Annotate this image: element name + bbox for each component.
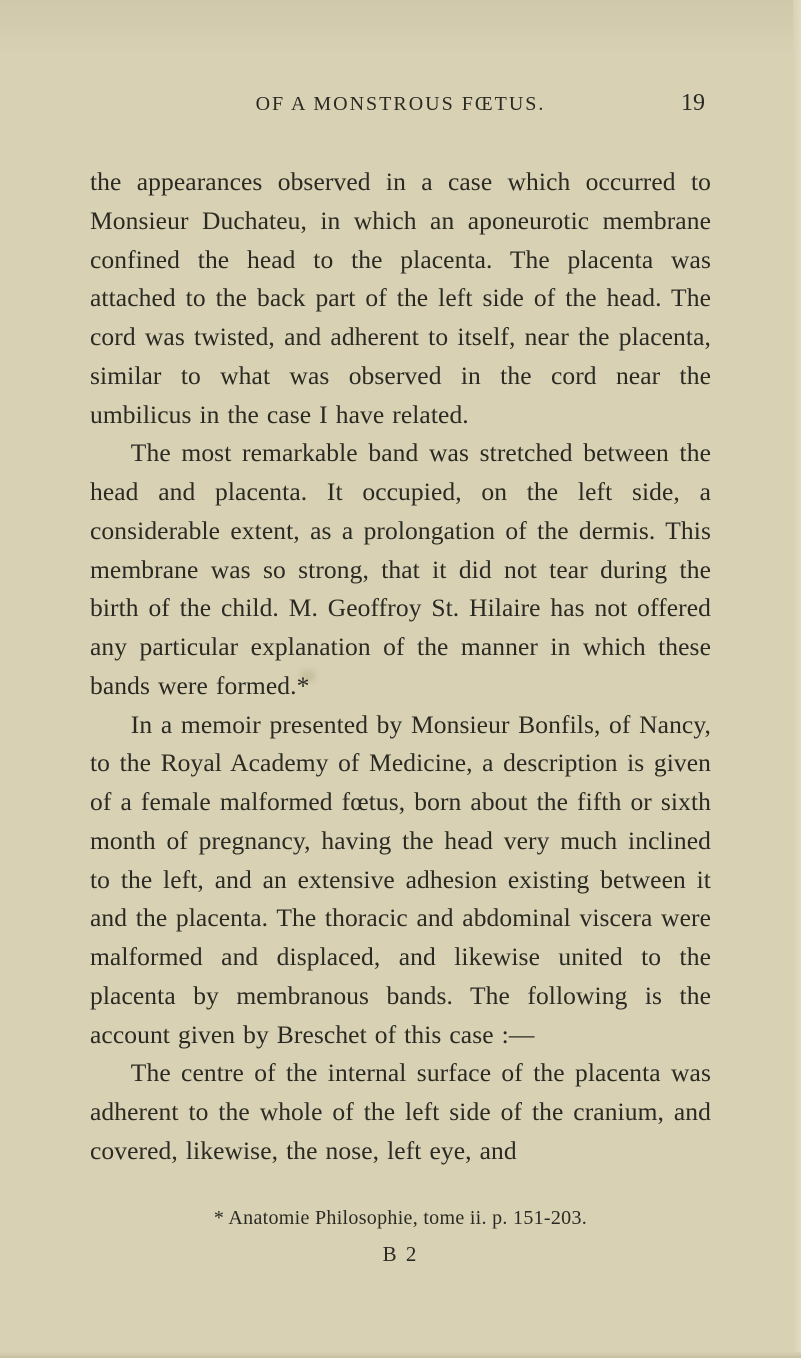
paragraph-2: The most remarkable band was stretched b… [90, 434, 711, 705]
body-text: the appearances observed in a case which… [90, 163, 711, 1171]
paragraph-4: The centre of the internal surface of th… [90, 1054, 711, 1170]
signature-mark: B 2 [90, 1242, 711, 1267]
running-title: OF A MONSTROUS FŒTUS. [136, 93, 665, 116]
page-container: OF A MONSTROUS FŒTUS. 19 the appearances… [0, 0, 801, 1358]
footnote: * Anatomie Philosophie, tome ii. p. 151-… [90, 1207, 711, 1230]
running-head: OF A MONSTROUS FŒTUS. 19 [90, 90, 711, 117]
paragraph-1: the appearances observed in a case which… [90, 163, 711, 434]
paragraph-3: In a memoir presented by Monsieur Bonfil… [90, 706, 711, 1055]
page-number: 19 [665, 90, 705, 117]
